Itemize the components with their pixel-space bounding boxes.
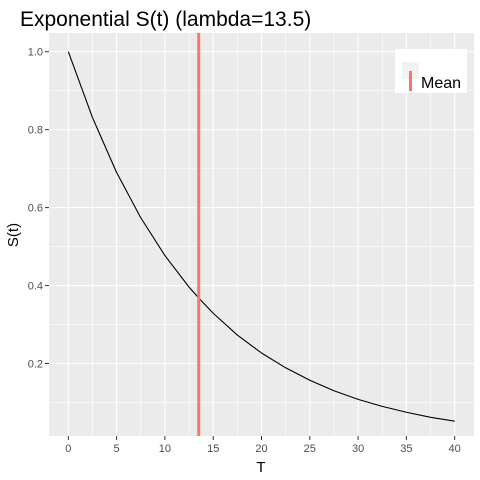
- x-tick-label: 10: [159, 443, 171, 455]
- y-axis-ticks: 0.2 0.4 0.6 0.8 1.0: [28, 47, 49, 371]
- legend: Mean: [395, 49, 467, 93]
- x-tick-label: 0: [65, 443, 71, 455]
- y-tick-label: 0.2: [28, 359, 43, 371]
- y-tick-label: 0.8: [28, 125, 43, 137]
- series-layer: [67, 51, 455, 422]
- x-tick-label: 25: [304, 443, 316, 455]
- y-axis-title: S(t): [5, 223, 22, 247]
- y-tick-label: 0.4: [28, 281, 43, 293]
- x-tick-label: 35: [400, 443, 412, 455]
- x-axis-ticks: 0 5 10 15 20 25 30 35 40: [65, 436, 461, 455]
- x-tick-label: 20: [255, 443, 267, 455]
- x-tick-label: 30: [352, 443, 364, 455]
- x-tick-label: 15: [207, 443, 219, 455]
- chart-title: Exponential S(t) (lambda=13.5): [20, 8, 311, 31]
- y-tick-label: 0.6: [28, 203, 43, 215]
- x-axis-title: T: [256, 459, 265, 476]
- grid-major: [49, 33, 474, 436]
- legend-key-mean: [402, 62, 419, 79]
- legend-label-mean: Mean: [421, 75, 461, 92]
- y-tick-label: 1.0: [28, 47, 43, 59]
- x-tick-label: 40: [449, 443, 461, 455]
- x-tick-label: 5: [114, 443, 120, 455]
- survival-curve: [67, 51, 455, 422]
